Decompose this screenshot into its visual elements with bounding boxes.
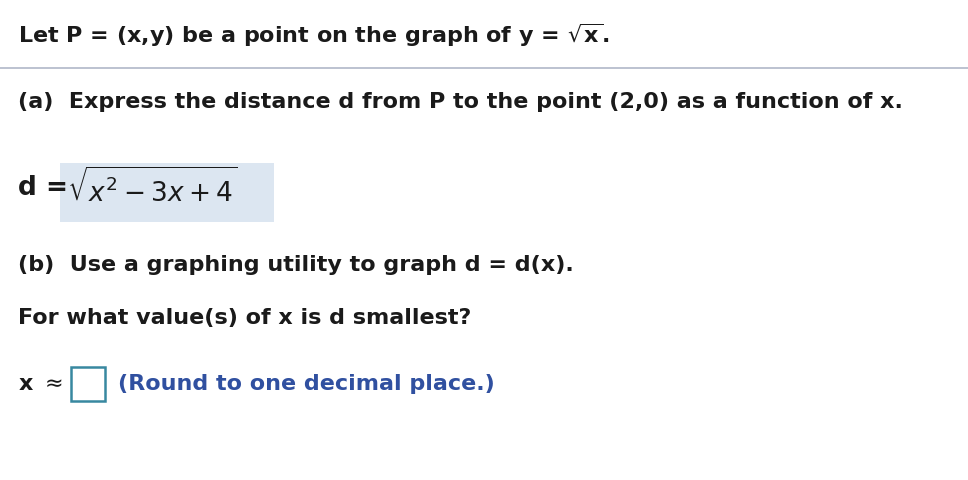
FancyBboxPatch shape [71,367,105,401]
Text: (Round to one decimal place.): (Round to one decimal place.) [118,374,495,394]
Text: (a)  Express the distance d from P to the point (2,0) as a function of x.: (a) Express the distance d from P to the… [18,92,903,112]
FancyBboxPatch shape [60,163,274,222]
Text: x $\approx$: x $\approx$ [18,374,63,394]
Text: $\sqrt{x^2 - 3x + 4}$: $\sqrt{x^2 - 3x + 4}$ [67,168,237,207]
Text: For what value(s) of x is d smallest?: For what value(s) of x is d smallest? [18,308,471,328]
Text: d =: d = [18,175,77,201]
Text: Let P = (x,y) be a point on the graph of y = $\mathbf{\sqrt{x}}$.: Let P = (x,y) be a point on the graph of… [18,22,609,49]
Text: (b)  Use a graphing utility to graph d = d(x).: (b) Use a graphing utility to graph d = … [18,255,574,275]
